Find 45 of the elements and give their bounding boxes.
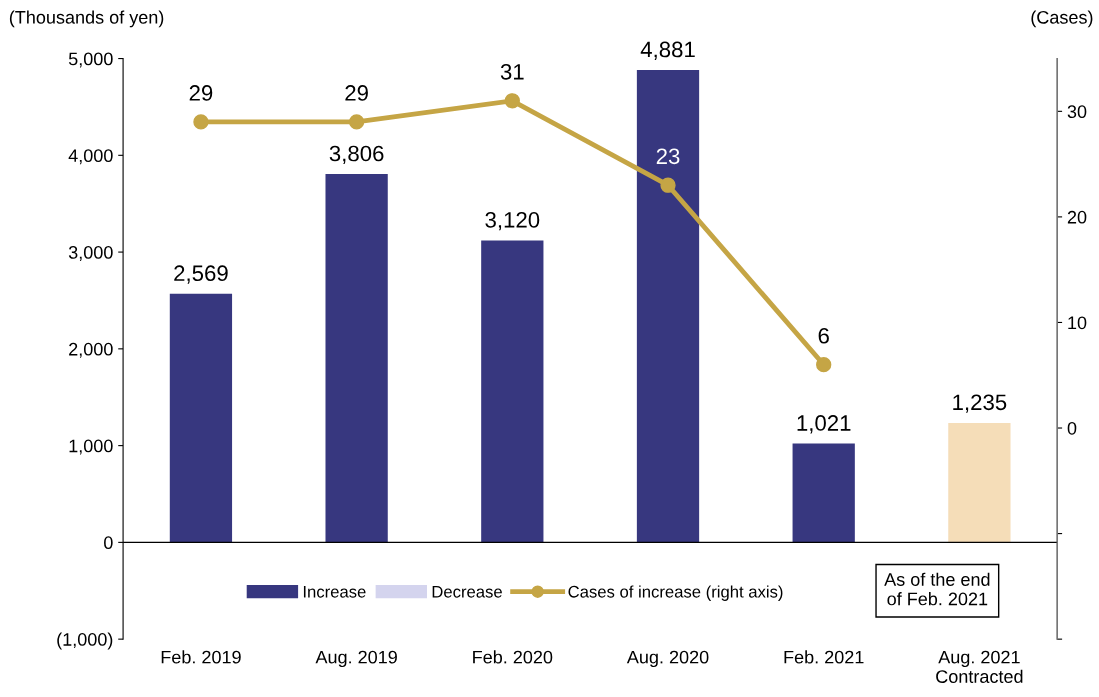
bar (169, 293, 233, 543)
x-tick-label: Aug. 2020 (626, 650, 709, 668)
point (193, 114, 209, 130)
y-axis-title: (Thousands of yen) (9, 10, 164, 28)
data-label: 31 (500, 63, 524, 80)
data-label: 1,235 (953, 394, 1007, 413)
data-label: 4,881 (640, 41, 695, 60)
x-tick-label: Feb. 2019 (161, 650, 241, 664)
data-label: 29 (189, 85, 213, 101)
point (504, 93, 520, 109)
x-tick-label: Feb. 2020 (473, 650, 553, 664)
data-label: 6 (818, 327, 829, 344)
point (660, 177, 676, 193)
y-tick-label: (1,000) (57, 632, 113, 650)
bar (792, 443, 855, 543)
bar (948, 422, 1011, 543)
y-tick-label: 3,000 (68, 246, 113, 261)
legend-label: Increase (303, 586, 366, 598)
y-tick-label: 1,000 (69, 439, 113, 455)
y2-axis-title: (Cases) (1031, 10, 1093, 28)
y-tick-label: 5,000 (68, 52, 113, 68)
y-tick-label: 4,000 (68, 149, 113, 165)
y2-tick-label: 10 (1068, 316, 1087, 330)
y2-tick-label: 30 (1067, 105, 1087, 119)
y2-tick-label: 0 (1067, 421, 1077, 435)
legend-label: Decrease (432, 586, 502, 598)
bar (481, 240, 544, 543)
data-label: 29 (345, 85, 368, 101)
data-label: 3,806 (329, 145, 384, 164)
data-label: 23 (656, 148, 680, 165)
x-tick-label: Aug. 2021 Contracted (936, 650, 1023, 683)
y-tick-label: 2,000 (69, 342, 113, 358)
point (348, 114, 365, 130)
y2-tick-label: 20 (1067, 210, 1087, 224)
x-tick-label: Feb. 2021 (784, 650, 864, 664)
annotation: As of the end of Feb. 2021 (884, 572, 990, 606)
data-label: 1,021 (797, 415, 851, 434)
x-tick-label: Aug. 2019 (315, 650, 397, 668)
y-tick-label: 0 (104, 536, 113, 550)
point (816, 357, 832, 373)
data-label: 2,569 (174, 265, 228, 284)
legend-label: Cases of increase (right axis) (568, 585, 783, 601)
data-label: 3,120 (485, 212, 540, 231)
bar (636, 70, 700, 543)
bar (325, 174, 388, 543)
